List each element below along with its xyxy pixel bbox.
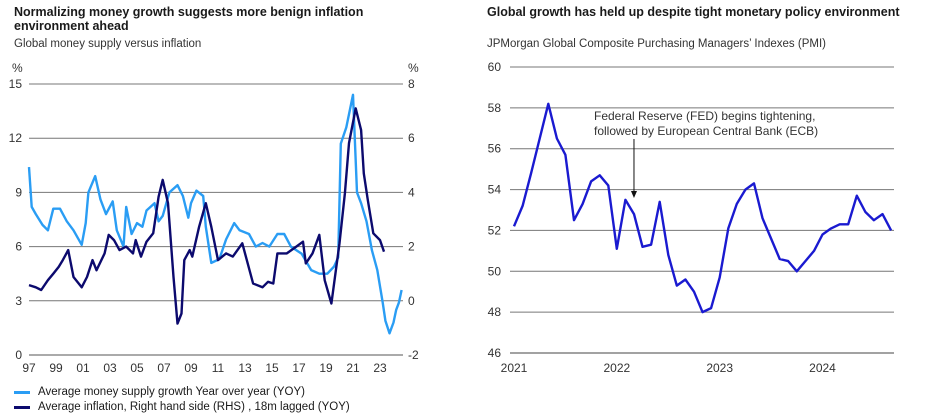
x-tick-label: 97 <box>22 361 36 375</box>
x-tick-label: 2022 <box>603 361 630 375</box>
y-tick-label: 58 <box>488 101 502 115</box>
right-axis-unit: % <box>408 61 419 75</box>
left-tick-label: 6 <box>15 240 22 254</box>
x-tick-label: 2023 <box>706 361 733 375</box>
left-chart-subtitle: Global money supply versus inflation <box>14 38 202 50</box>
inflation-line <box>28 107 386 325</box>
right-chart-title: Global growth has held up despite tight … <box>487 5 900 19</box>
left-tick-label: 0 <box>15 348 22 362</box>
left-chart-title: Normalizing money growth suggests more b… <box>14 5 364 33</box>
legend-label: Average inflation, Right hand side (RHS)… <box>38 401 350 413</box>
pmi-line <box>512 102 893 314</box>
right-chart-subtitle: JPMorgan Global Composite Purchasing Man… <box>487 38 826 50</box>
y-tick-label: 50 <box>488 264 502 278</box>
left-tick-label: 3 <box>15 294 22 308</box>
x-tick-label: 03 <box>103 361 117 375</box>
legend-swatch <box>14 390 30 394</box>
right-tick-label: -2 <box>408 348 419 362</box>
y-tick-label: 60 <box>488 60 502 74</box>
x-tick-label: 01 <box>76 361 90 375</box>
y-tick-label: 56 <box>488 142 502 156</box>
x-tick-label: 13 <box>238 361 252 375</box>
annotation-arrowhead <box>630 191 637 198</box>
left-axis-unit: % <box>12 61 23 75</box>
x-tick-label: 23 <box>373 361 387 375</box>
x-tick-label: 21 <box>346 361 360 375</box>
x-tick-label: 07 <box>157 361 171 375</box>
y-tick-label: 46 <box>488 346 502 360</box>
right-tick-label: 2 <box>408 240 415 254</box>
legend-label: Average money supply growth Year over ye… <box>38 386 305 398</box>
x-tick-label: 99 <box>49 361 63 375</box>
x-tick-label: 15 <box>265 361 279 375</box>
y-tick-label: 48 <box>488 305 502 319</box>
right-tick-label: 6 <box>408 131 415 145</box>
annotation-line1: Federal Reserve (FED) begins tightening, <box>594 109 815 123</box>
right-tick-label: 0 <box>408 294 415 308</box>
y-tick-label: 54 <box>488 183 502 197</box>
x-tick-label: 05 <box>130 361 144 375</box>
annotation-line2: followed by European Central Bank (ECB) <box>594 124 818 138</box>
right-tick-label: 8 <box>408 77 415 91</box>
x-tick-label: 11 <box>212 361 225 375</box>
left-tick-label: 9 <box>15 185 22 199</box>
right-tick-label: 4 <box>408 185 415 199</box>
x-tick-label: 17 <box>292 361 306 375</box>
left-tick-label: 12 <box>9 131 23 145</box>
x-tick-label: 2024 <box>809 361 836 375</box>
left-tick-label: 15 <box>9 77 23 91</box>
legend-item-inflation: Average inflation, Right hand side (RHS)… <box>14 401 350 413</box>
x-tick-label: 19 <box>319 361 333 375</box>
y-tick-label: 52 <box>488 223 502 237</box>
x-tick-label: 09 <box>184 361 198 375</box>
money-supply-line <box>27 93 403 335</box>
x-tick-label: 2021 <box>501 361 528 375</box>
legend-item-money-supply: Average money supply growth Year over ye… <box>14 386 305 398</box>
legend-swatch <box>14 405 30 409</box>
